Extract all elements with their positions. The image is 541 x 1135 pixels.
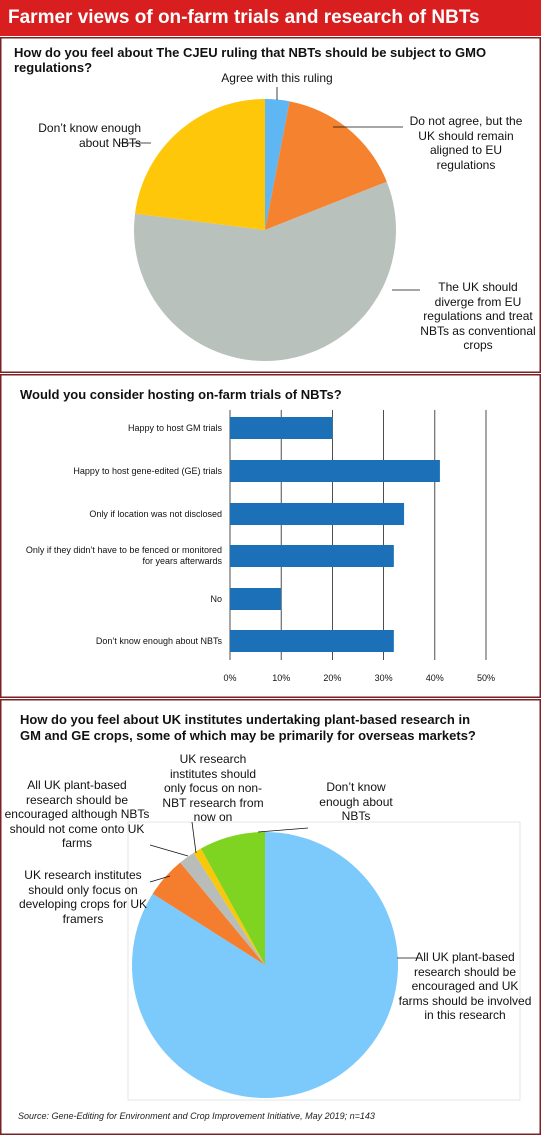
bar (230, 503, 405, 525)
leader-line (149, 875, 171, 883)
slice-label: Do not agree, but the UK should remain a… (409, 114, 523, 172)
panel (0, 37, 541, 373)
pie-slice (200, 832, 265, 965)
chart-title: How do you feel about UK institutes unde… (20, 712, 476, 743)
header-bar (0, 0, 541, 36)
x-tick-label: 20% (323, 673, 341, 683)
bar (230, 460, 440, 482)
slice-label: All UK plant-based research should be en… (398, 950, 532, 1022)
x-tick-label: 40% (426, 673, 444, 683)
x-tick-label: 30% (375, 673, 393, 683)
y-tick-label: Happy to host GM trials (127, 422, 222, 433)
plot-frame (127, 821, 521, 1101)
source-note: Source: Gene-Editing for Environment and… (18, 1111, 375, 1121)
x-tick-label: 10% (272, 673, 290, 683)
y-tick-label: Only if they didn’t have to be fenced or… (25, 545, 222, 566)
leader-line (149, 844, 189, 857)
y-tick-label: Don’t know enough about NBTs (95, 635, 222, 646)
header-title: Farmer views of on-farm trials and resea… (8, 7, 480, 28)
bar (230, 588, 282, 610)
y-tick-label: Happy to host gene-edited (GE) trials (73, 465, 222, 476)
bar (230, 630, 394, 652)
slice-label: All UK plant-based research should be en… (4, 778, 150, 850)
x-tick-label: 50% (477, 673, 495, 683)
leader-line (257, 827, 309, 833)
pie-slice (180, 852, 265, 965)
panel (0, 374, 541, 698)
slice-label: The UK should diverge from EU regulation… (420, 280, 536, 352)
slice-label: UK research institutes should only focus… (162, 752, 264, 824)
bar (230, 417, 333, 439)
pie-slice (193, 848, 265, 965)
pie-slice (152, 862, 265, 965)
y-tick-label: Only if location was not disclosed (89, 508, 222, 519)
chart-title: Would you consider hosting on-farm trial… (20, 387, 342, 402)
slice-label: UK research institutes should only focus… (18, 868, 148, 926)
y-tick-label: No (210, 593, 222, 604)
chart-title: How do you feel about The CJEU ruling th… (14, 45, 487, 75)
pie-slice (265, 99, 290, 230)
pie-slice (265, 101, 387, 230)
slice-label: Agree with this ruling (221, 71, 333, 85)
pie-slice (133, 181, 396, 362)
slice-label: Don’t know enough about NBTs (319, 780, 393, 823)
pie-slice (135, 99, 265, 230)
panel (0, 699, 541, 1135)
leader-line (191, 821, 197, 854)
slice-label: Don’t know enough about NBTs (38, 121, 141, 150)
bar (230, 545, 394, 567)
x-tick-label: 0% (223, 673, 236, 683)
